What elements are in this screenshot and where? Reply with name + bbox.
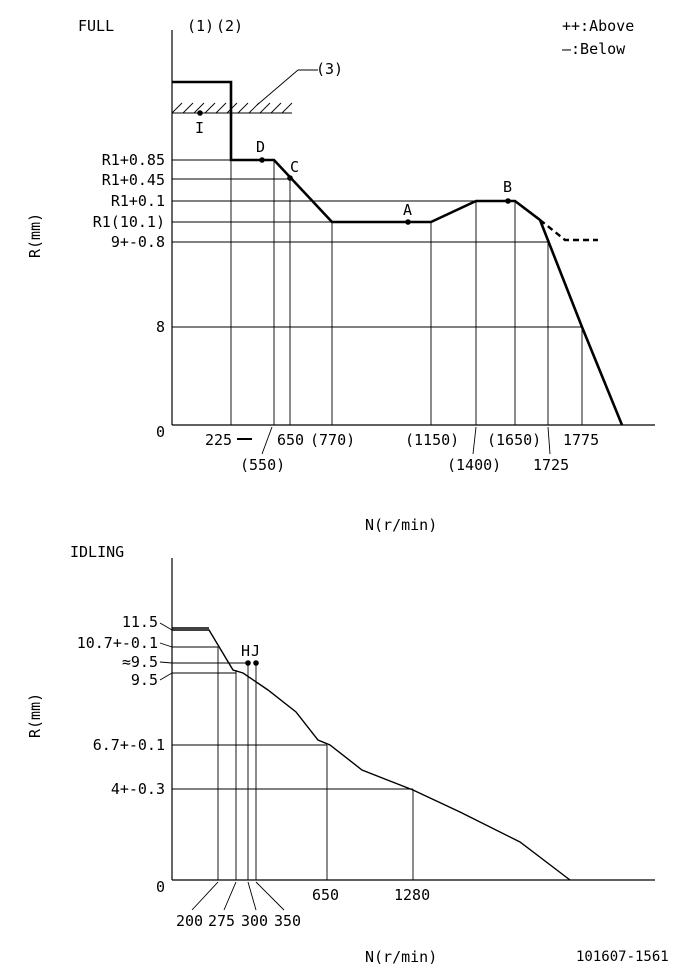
point-h-label: H — [241, 642, 250, 660]
legend-below: —:Below — [562, 40, 626, 58]
iytick-0: 0 — [156, 878, 165, 896]
point-j-marker — [253, 660, 259, 666]
xtick-550: (550) — [240, 456, 285, 474]
iytick-9-5: 9.5 — [131, 671, 158, 689]
iytick-11-5: 11.5 — [122, 613, 158, 631]
ixtick-300: 300 — [241, 912, 268, 930]
idling-y-axis-label: R(mm) — [26, 693, 44, 738]
callout-1: (1) — [187, 17, 214, 35]
idling-chart: IDLING H J 11.5 10.7+-0.1 ≈ — [26, 543, 655, 966]
iytick-6-7: 6.7+-0.1 — [93, 736, 165, 754]
full-y-axis-label: R(mm) — [26, 213, 44, 258]
ytick-r1-085: R1+0.85 — [102, 151, 165, 169]
callout-3-leader — [256, 69, 299, 106]
ytick-0: 0 — [156, 423, 165, 441]
idling-x-tick-labels: 650 1280 200 275 300 350 — [176, 881, 430, 930]
xtick-1725: 1725 — [533, 456, 569, 474]
xtick-1775: 1775 — [563, 431, 599, 449]
full-title: FULL — [78, 17, 114, 35]
callout-2: (2) — [216, 17, 243, 35]
legend: ++:Above —:Below — [562, 17, 634, 58]
point-b-label: B — [503, 178, 512, 196]
point-a-marker — [405, 219, 411, 225]
callout-3: (3) — [316, 60, 343, 78]
legend-above: ++:Above — [562, 17, 634, 35]
xtick-650: 650 — [277, 431, 304, 449]
point-b-marker — [505, 198, 511, 204]
point-j-label: J — [251, 642, 260, 660]
point-d-marker — [259, 157, 265, 163]
ixtick-275: 275 — [208, 912, 235, 930]
drawing-number: 101607-1561 — [576, 949, 669, 965]
iytick-approx-9-5: ≈9.5 — [122, 653, 158, 671]
idling-x-axis-label: N(r/min) — [365, 948, 437, 966]
full-y-tick-labels: R1+0.85 R1+0.45 R1+0.1 R1(10.1) 9+-0.8 8… — [93, 151, 165, 441]
xtick-1650: (1650) — [487, 431, 541, 449]
point-i-label: I — [195, 119, 204, 137]
ytick-r1-01: R1+0.1 — [111, 192, 165, 210]
ixtick-350: 350 — [274, 912, 301, 930]
xtick-770: (770) — [310, 431, 355, 449]
full-x-axis-label: N(r/min) — [365, 516, 437, 534]
ixtick-650: 650 — [312, 886, 339, 904]
idling-y-tick-labels: 11.5 10.7+-0.1 ≈9.5 9.5 6.7+-0.1 4+-0.3 … — [77, 613, 165, 896]
idling-curve — [172, 629, 571, 881]
point-d-label: D — [256, 138, 265, 156]
full-x-tick-labels: 225 650 (770) (1150) (1650) 1775 (550) (… — [205, 426, 599, 474]
xtick-1400: (1400) — [447, 456, 501, 474]
ytick-r1: R1(10.1) — [93, 213, 165, 231]
point-c-label: C — [290, 158, 299, 176]
iytick-10-7: 10.7+-0.1 — [77, 634, 158, 652]
ytick-8: 8 — [156, 318, 165, 336]
full-curve — [172, 80, 624, 426]
ytick-r1-045: R1+0.45 — [102, 171, 165, 189]
point-h-marker — [245, 660, 251, 666]
ixtick-1280: 1280 — [394, 886, 430, 904]
xtick-225: 225 — [205, 431, 232, 449]
full-curve-below-branch — [539, 219, 598, 242]
full-chart: FULL (1) (2) ++:Above —:Below — [26, 17, 655, 534]
point-i-marker — [197, 110, 203, 116]
point-a-label: A — [403, 201, 412, 219]
ixtick-200: 200 — [176, 912, 203, 930]
idling-title: IDLING — [70, 543, 124, 561]
iytick-4: 4+-0.3 — [111, 780, 165, 798]
xtick-1150: (1150) — [405, 431, 459, 449]
ytick-9: 9+-0.8 — [111, 233, 165, 251]
point-c-marker — [287, 175, 293, 181]
